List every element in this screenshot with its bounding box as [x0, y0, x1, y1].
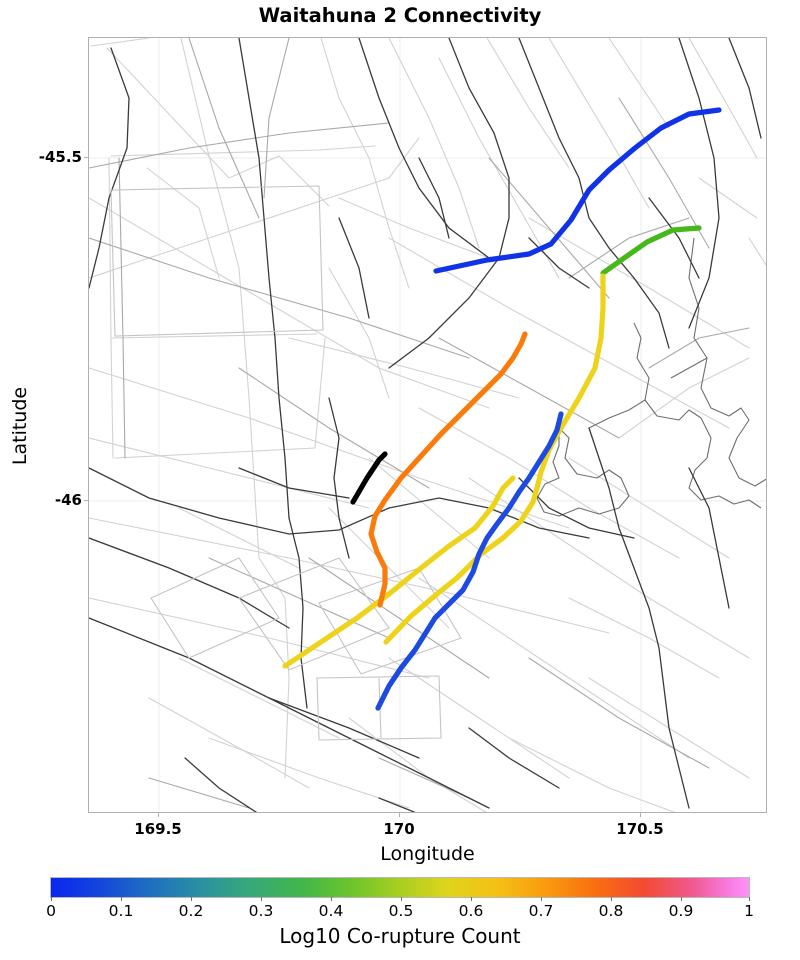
colorbar-gradient: [51, 878, 749, 897]
colorbar-tick-label-10: 1: [744, 902, 754, 920]
colorbar-tick-mark-6: [471, 897, 472, 901]
colorbar-tick-label-8: 0.8: [598, 902, 624, 920]
xtick-mark-1: [399, 813, 400, 817]
colorbar-tick-label-2: 0.2: [178, 902, 204, 920]
fault-trace-orange-southwest[interactable]: [368, 331, 528, 608]
fault-trace-green-east[interactable]: [600, 225, 702, 276]
colorbar-tick-mark-5: [401, 897, 402, 901]
ytick-mark-1: [84, 500, 88, 501]
colorbar-tick-label-6: 0.6: [458, 902, 484, 920]
map-plot-area[interactable]: [88, 37, 767, 813]
colorbar-tick-label-3: 0.3: [248, 902, 274, 920]
background-fault-network-mid: [89, 38, 750, 809]
fault-trace-yellow-central[interactable]: [383, 273, 606, 645]
x-axis-label: Longitude: [380, 843, 475, 865]
fault-trace-blue-south[interactable]: [375, 411, 564, 711]
page-title: Waitahuna 2 Connectivity: [258, 4, 542, 27]
colorbar-tick-mark-0: [51, 897, 52, 901]
fault-trace-yellow-branch[interactable]: [282, 475, 516, 669]
gridlines: [89, 38, 766, 812]
colorbar-tick-mark-1: [121, 897, 122, 901]
colorbar-tick-label-5: 0.5: [388, 902, 414, 920]
ytick-label-1: -46: [54, 491, 82, 509]
ytick-mark-0: [84, 157, 88, 158]
colorbar-tick-label-1: 0.1: [108, 902, 134, 920]
y-axis-label: Latitude: [9, 386, 31, 466]
fault-trace-blue-northeast[interactable]: [433, 107, 722, 274]
source-fault-waitahuna-2[interactable]: [350, 451, 388, 505]
xtick-mark-2: [640, 813, 641, 817]
coastline-outline: [536, 237, 766, 517]
colorbar-tick-mark-8: [611, 897, 612, 901]
xtick-label-2: 170.5: [616, 820, 664, 838]
xtick-mark-0: [158, 813, 159, 817]
colorbar-tick-mark-4: [331, 897, 332, 901]
colorbar[interactable]: [50, 877, 750, 898]
colorbar-tick-label-0: 0: [46, 902, 56, 920]
colorbar-tick-mark-10: [749, 897, 750, 901]
colorbar-tick-label-7: 0.7: [528, 902, 554, 920]
colorbar-tick-mark-3: [261, 897, 262, 901]
colorbar-tick-mark-2: [191, 897, 192, 901]
ytick-label-0: -45.5: [38, 148, 82, 166]
colorbar-tick-mark-9: [681, 897, 682, 901]
colorbar-label: Log10 Co-rupture Count: [279, 924, 521, 948]
colorbar-tick-mark-7: [541, 897, 542, 901]
colorbar-tick-label-4: 0.4: [318, 902, 344, 920]
colorbar-tick-label-9: 0.9: [668, 902, 694, 920]
xtick-label-0: 169.5: [134, 820, 182, 838]
background-fault-network-dark: [89, 38, 762, 812]
map-svg: [89, 38, 766, 812]
xtick-label-1: 170: [383, 820, 415, 838]
